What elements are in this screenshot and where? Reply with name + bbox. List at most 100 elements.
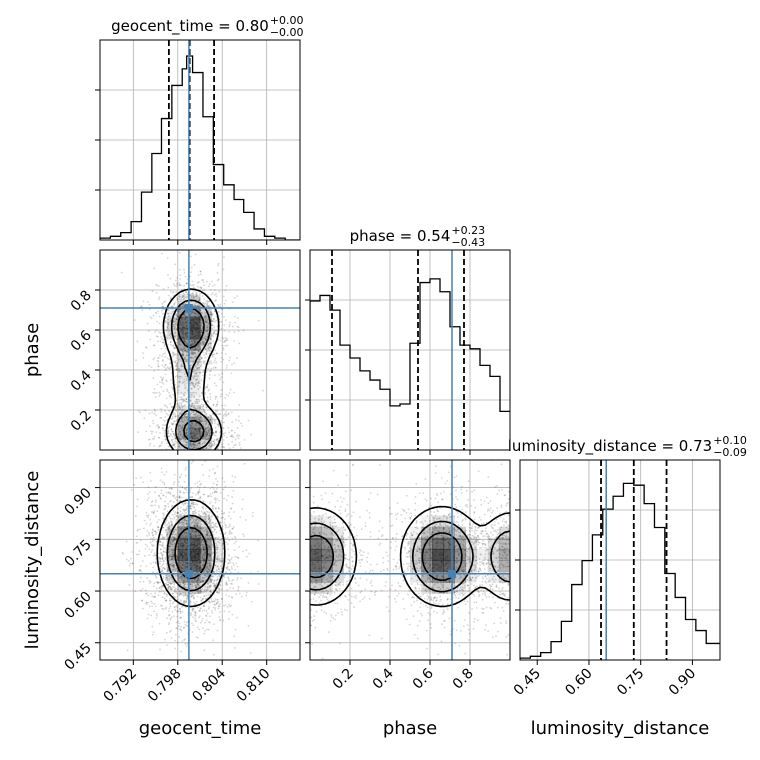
sample-point [162,494,165,497]
sample-point [213,330,216,333]
sample-point [174,263,176,266]
sample-point [214,398,217,400]
sample-point [184,468,187,471]
sample-point [173,320,176,323]
sample-point [183,454,185,456]
sample-point [212,332,215,335]
sample-point [194,383,197,386]
sample-point [198,590,201,593]
sample-point [205,315,208,318]
sample-point [185,416,188,419]
sample-point [162,288,165,291]
sample-point [129,562,132,565]
sample-point [178,368,181,371]
sample-point [154,392,156,394]
sample-point [184,451,186,453]
sample-point [206,319,209,321]
sample-point [159,332,162,335]
sample-point [199,416,201,418]
sample-point [165,471,168,473]
sample-point [178,513,181,516]
sample-point [181,406,184,409]
sample-point [214,499,217,502]
sample-point [181,420,184,423]
sample-point [215,295,218,298]
sample-point [183,314,186,317]
sample-point [232,446,235,449]
sample-point [220,420,222,422]
sample-point [173,451,175,453]
sample-point [228,579,231,582]
sample-point [219,611,221,613]
sample-point [183,414,185,417]
sample-point [162,512,164,515]
sample-point [160,417,163,419]
sample-point [167,432,170,435]
sample-point [217,536,220,539]
sample-point [173,323,176,326]
sample-point [221,308,224,311]
sample-point [209,418,212,421]
sample-point [173,327,176,330]
sample-point [205,431,208,434]
sample-point [214,525,217,527]
sample-point [146,535,148,537]
sample-point [191,280,194,283]
sample-point [215,431,218,434]
sample-point [233,431,236,434]
sample-point [139,568,142,571]
sample-point [166,326,169,329]
sample-point [164,546,167,549]
sample-point [193,513,195,516]
sample-point [189,368,192,371]
sample-point [152,511,154,513]
sample-point [192,385,195,388]
sample-point [178,622,181,625]
sample-point [197,305,200,308]
sample-point [205,421,208,424]
sample-point [211,354,213,357]
sample-point [196,375,199,378]
sample-point [151,411,154,414]
sample-point [176,391,179,394]
sample-point [172,432,175,435]
sample-point [202,404,205,406]
sample-point [212,440,215,443]
sample-point [211,444,214,447]
density-cell [177,316,190,329]
sample-point [215,467,217,469]
sample-point [190,351,193,354]
sample-point [216,438,219,441]
sample-point [190,297,193,300]
sample-point [200,356,203,359]
sample-point [200,330,203,333]
sample-point [193,451,195,453]
sample-point [209,601,212,604]
sample-point [209,428,211,430]
sample-point [136,541,139,544]
sample-point [218,603,221,606]
sample-point [161,536,164,538]
sample-point [185,359,188,361]
sample-point [185,350,188,353]
sample-point [171,602,174,605]
sample-point [181,457,183,459]
sample-point [217,455,219,457]
sample-point [172,509,175,512]
sample-point [171,543,174,546]
sample-point [202,342,205,345]
sample-point [201,342,204,345]
sample-point [196,368,199,371]
sample-point [151,595,154,598]
hist-panel-geocent_time: geocent_time = 0.80 +0.00−0.00 [95,14,304,241]
sample-point [164,607,167,610]
sample-point [143,417,146,420]
sample-point [200,431,203,434]
sample-point [216,538,219,540]
sample-point [158,444,161,447]
sample-point [178,308,181,311]
sample-point [170,470,172,472]
sample-point [201,408,204,411]
sample-point [211,420,214,423]
sample-point [181,605,184,608]
